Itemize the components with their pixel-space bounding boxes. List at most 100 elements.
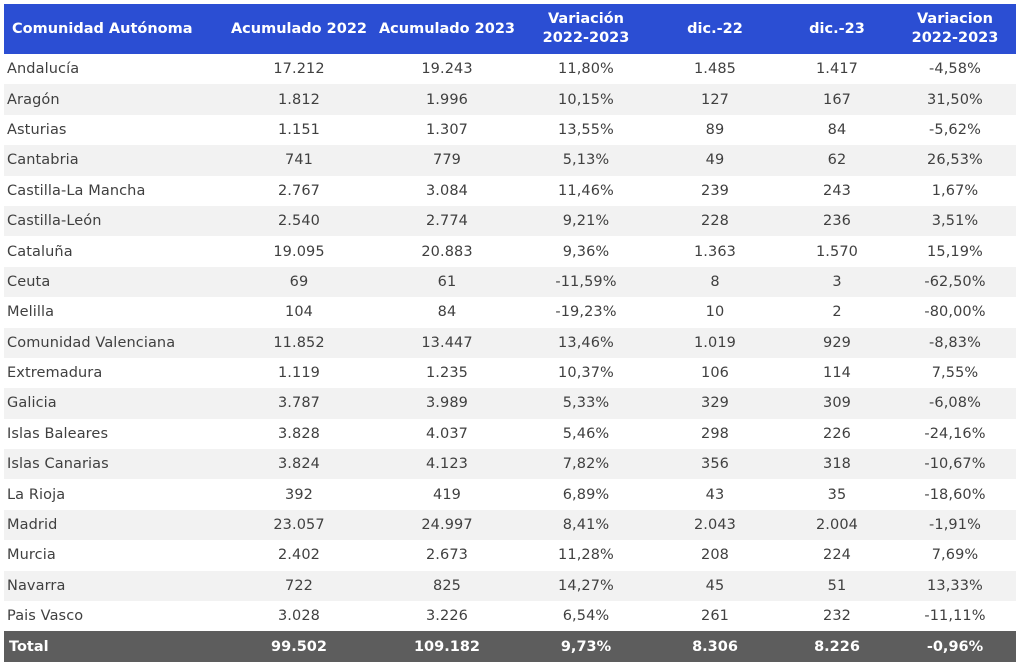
table-row: Islas Baleares 3.828 4.037 5,46% 298 226 -24,1… xyxy=(4,419,1016,449)
value-cell: -10,67% xyxy=(924,456,986,473)
table-row: Asturias 1.151 1.307 13,55% 89 84 -5,62% xyxy=(4,115,1016,145)
value-cell: -80,00% xyxy=(924,304,986,321)
value-cell: 15,19% xyxy=(927,243,983,260)
row-label-cell: Islas Canarias xyxy=(7,456,109,473)
row-label-cell: Castilla-León xyxy=(7,213,102,230)
total-cell: Total xyxy=(9,638,49,655)
value-cell: 106 xyxy=(701,365,729,382)
value-cell: 419 xyxy=(433,486,461,503)
value-cell: 10,37% xyxy=(558,365,614,382)
row-label-cell: Galicia xyxy=(7,395,57,412)
value-cell: 167 xyxy=(823,91,851,108)
row-label-cell: Murcia xyxy=(7,547,56,564)
value-cell: 2.004 xyxy=(815,517,858,534)
value-cell: 309 xyxy=(823,395,851,412)
value-cell: 13,46% xyxy=(558,334,614,351)
value-cell: 236 xyxy=(823,213,851,230)
value-cell: 5,46% xyxy=(562,425,610,442)
table-row: Islas Canarias 3.824 4.123 7,82% 356 318 -10,6… xyxy=(4,449,1016,480)
value-cell: 24.997 xyxy=(421,517,473,534)
header-acumulado-2023: Acumulado 2023 xyxy=(378,20,516,37)
value-cell: 4.123 xyxy=(425,456,468,473)
header-acumulado-2022: Acumulado 2022 xyxy=(230,20,368,37)
table-body: Andalucía 17.212 19.243 11,80% 1.485 1.417 -4,… xyxy=(4,54,1016,631)
value-cell: 2.774 xyxy=(425,213,468,230)
value-cell: 7,82% xyxy=(562,456,610,473)
value-cell: 89 xyxy=(705,121,725,138)
value-cell: 2.540 xyxy=(277,213,320,230)
value-cell: 2 xyxy=(832,304,842,321)
value-cell: 318 xyxy=(823,456,851,473)
value-cell: 35 xyxy=(827,486,847,503)
value-cell: -8,83% xyxy=(929,334,981,351)
table-row: Comunidad Valenciana 11.852 13.447 13,46% 1.… xyxy=(4,327,1016,358)
value-cell: 9,36% xyxy=(562,243,610,260)
value-cell: 11,80% xyxy=(558,61,614,78)
table-row: Cantabria 741 779 5,13% 49 62 26,53% xyxy=(4,145,1016,176)
value-cell: 20.883 xyxy=(421,243,473,260)
row-label-cell: Asturias xyxy=(7,121,67,138)
value-cell: 3 xyxy=(832,273,842,290)
value-cell: 1.151 xyxy=(277,121,320,138)
value-cell: 1.996 xyxy=(425,91,468,108)
value-cell: 43 xyxy=(705,486,725,503)
value-cell: 84 xyxy=(437,304,457,321)
table-row: La Rioja 392 419 6,89% 43 35 -18,60% xyxy=(4,479,1016,509)
row-label-cell: Madrid xyxy=(7,517,58,534)
value-cell: 3.028 xyxy=(277,608,320,625)
value-cell: 19.243 xyxy=(421,61,473,78)
value-cell: 13.447 xyxy=(421,334,473,351)
value-cell: 2.767 xyxy=(277,182,320,199)
value-cell: 1.485 xyxy=(693,61,736,78)
value-cell: -11,59% xyxy=(555,273,617,290)
row-label-cell: Pais Vasco xyxy=(7,608,84,625)
value-cell: -11,11% xyxy=(924,608,986,625)
value-cell: 7,69% xyxy=(931,547,979,564)
row-label-cell: Extremadura xyxy=(7,365,103,382)
value-cell: 298 xyxy=(701,425,729,442)
table-row: Aragón 1.812 1.996 10,15% 127 167 31,50% xyxy=(4,84,1016,115)
value-cell: 243 xyxy=(823,182,851,199)
value-cell: 356 xyxy=(701,456,729,473)
value-cell: 31,50% xyxy=(927,91,983,108)
value-cell: -4,58% xyxy=(929,61,981,78)
total-cell: 8.306 xyxy=(692,638,738,655)
value-cell: 3,51% xyxy=(931,213,979,230)
table-header: Comunidad Autónoma Acumulado 2022 Acumul… xyxy=(4,4,1016,54)
row-label-cell: Islas Baleares xyxy=(7,425,109,442)
value-cell: 7,55% xyxy=(931,365,979,382)
value-cell: 1.019 xyxy=(693,334,736,351)
value-cell: 5,33% xyxy=(562,395,610,412)
row-label-cell: Cantabria xyxy=(7,152,79,169)
header-row: Comunidad Autónoma Acumulado 2022 Acumul… xyxy=(4,4,1016,54)
value-cell: 1.812 xyxy=(277,91,320,108)
header-variacion-acumulado: Variación 2022-2023 xyxy=(542,11,630,46)
value-cell: 3.989 xyxy=(425,395,468,412)
value-cell: 825 xyxy=(433,577,461,594)
value-cell: 49 xyxy=(705,152,725,169)
value-cell: -1,91% xyxy=(929,517,981,534)
value-cell: 3.824 xyxy=(277,456,320,473)
value-cell: 11,46% xyxy=(558,182,614,199)
value-cell: 779 xyxy=(433,152,461,169)
value-cell: 3.084 xyxy=(425,182,468,199)
value-cell: 13,33% xyxy=(927,577,983,594)
table-row: Cataluña 19.095 20.883 9,36% 1.363 1.570 15,19… xyxy=(4,236,1016,266)
value-cell: 1,67% xyxy=(931,182,979,199)
value-cell: 84 xyxy=(827,121,847,138)
value-cell: 929 xyxy=(823,334,851,351)
value-cell: 226 xyxy=(823,425,851,442)
value-cell: 11.852 xyxy=(273,334,325,351)
value-cell: 104 xyxy=(285,304,313,321)
total-cell: 8.226 xyxy=(814,638,860,655)
table-row: Melilla 104 84 -19,23% 10 2 -80,00% xyxy=(4,297,1016,327)
value-cell: 1.119 xyxy=(277,365,320,382)
value-cell: 6,54% xyxy=(562,608,610,625)
header-variacion-diciembre: Variacion 2022-2023 xyxy=(911,11,999,46)
total-cell: 99.502 xyxy=(271,638,327,655)
value-cell: 61 xyxy=(437,273,457,290)
value-cell: 51 xyxy=(827,577,847,594)
value-cell: -19,23% xyxy=(555,304,617,321)
value-cell: 26,53% xyxy=(927,152,983,169)
value-cell: 114 xyxy=(823,365,851,382)
